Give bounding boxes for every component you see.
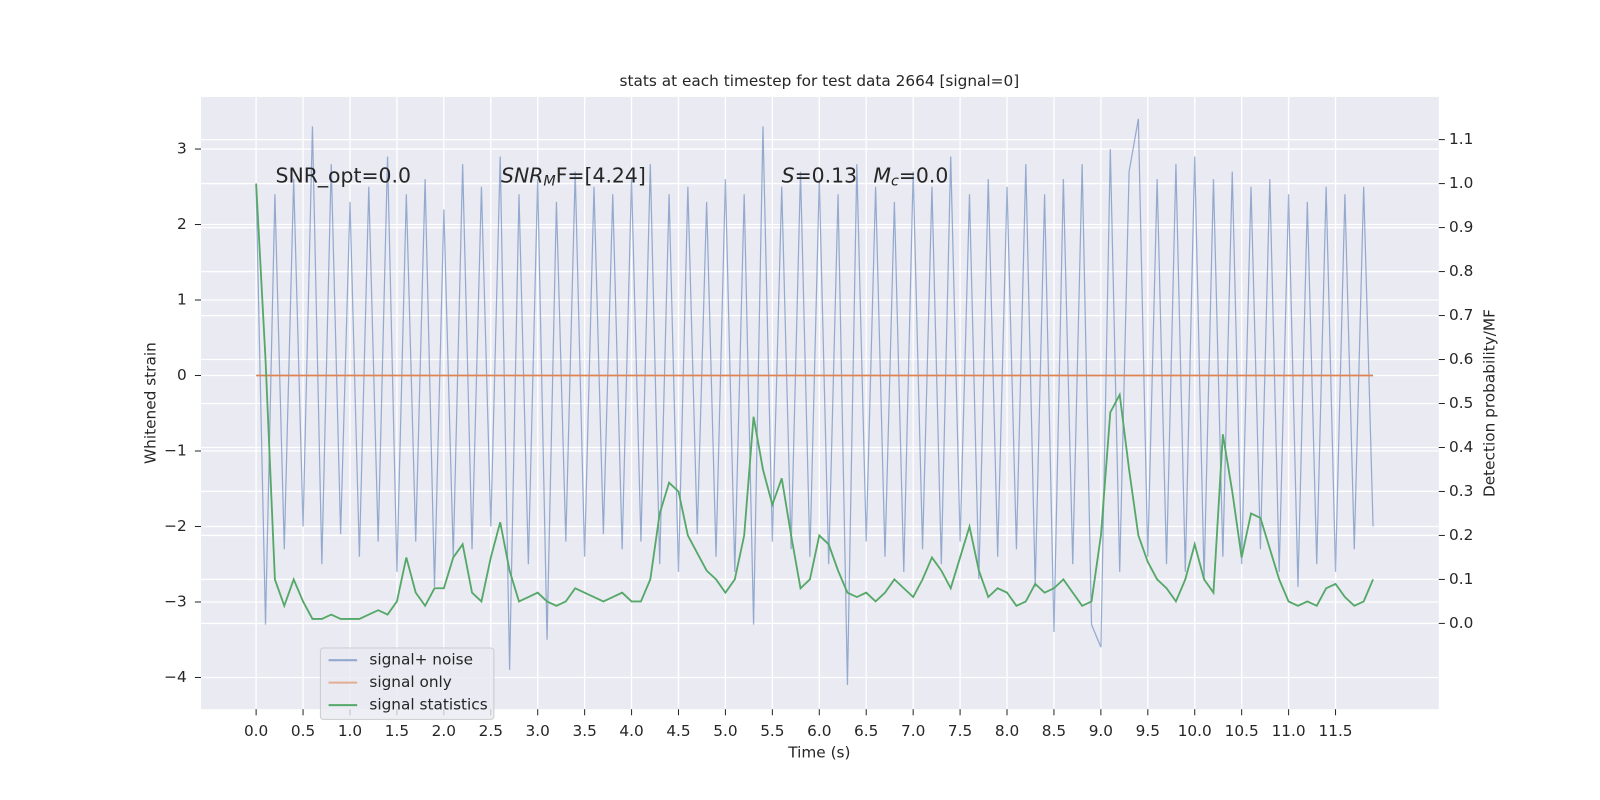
marks [255, 118, 1374, 686]
x-tick-label: 10.0 [1178, 722, 1212, 740]
y2-tick-label: 0.8 [1449, 262, 1473, 280]
x-tick-label: 2.5 [479, 722, 503, 740]
labels: 0.0 0.5 1.0 1.5 2.0 2.5 3.0 3.5 4.0 4.5 5.0 5.5 6.0 6… [164, 130, 1473, 740]
annotation: S=0.13 Mc=0.0 [782, 164, 949, 190]
x-tick-label: 1.0 [338, 722, 362, 740]
annotation: SNR_opt=0.0 [276, 164, 412, 189]
x-tick-label: 3.5 [572, 722, 596, 740]
annotation-part: c [891, 174, 899, 190]
y2-tick-label: 0.0 [1449, 614, 1473, 632]
y2-tick-label: 0.3 [1449, 482, 1473, 500]
y2-tick-label: 0.1 [1449, 570, 1473, 588]
x-tick-label: 8.0 [995, 722, 1019, 740]
annotation-part: F=[4.24] [556, 164, 646, 188]
y2-tick-label: 1.0 [1449, 174, 1473, 192]
legend-label: signal+ noise [369, 651, 473, 669]
x-tick-label: 9.0 [1089, 722, 1113, 740]
y-tick-label: −3 [164, 592, 187, 610]
y-tick-label: −4 [164, 668, 187, 686]
y-tick-label: 0 [177, 366, 187, 384]
x-tick-label: 3.0 [526, 722, 550, 740]
x-tick-label: 4.5 [666, 722, 690, 740]
x-tick-label: 0.5 [291, 722, 315, 740]
series-line [255, 118, 1374, 686]
x-tick-label: 6.0 [807, 722, 831, 740]
x-tick-label: 4.0 [619, 722, 643, 740]
x-tick-label: 6.5 [854, 722, 878, 740]
y2-axis-label: Detection probability/MF [1480, 309, 1498, 497]
annotation-part: SNR_opt=0.0 [276, 164, 412, 189]
annotation-part: =0.13 [795, 164, 858, 188]
y2-tick-label: 0.7 [1449, 306, 1473, 324]
x-tick-label: 0.0 [244, 722, 268, 740]
x-tick-label: 9.5 [1136, 722, 1160, 740]
y-tick-label: 3 [177, 140, 187, 158]
y2-tick-label: 0.5 [1449, 394, 1473, 412]
legend-box [319, 647, 495, 720]
y2-tick-label: 0.6 [1449, 350, 1473, 368]
y-axis-label: Whitened strain [142, 342, 160, 464]
x-tick-label: 5.0 [713, 722, 737, 740]
x-tick-label: 7.5 [948, 722, 972, 740]
x-tick-label: 2.0 [432, 722, 456, 740]
x-tick-label: 8.5 [1042, 722, 1066, 740]
y-tick-label: −1 [164, 441, 187, 459]
y2-tick-label: 0.2 [1449, 526, 1473, 544]
chart-title: stats at each timestep for test data 266… [620, 72, 1020, 90]
x-tick-label: 1.5 [385, 722, 409, 740]
annotation-part: M [873, 164, 891, 188]
series-line [255, 183, 1374, 620]
x-tick-label: 11.5 [1318, 722, 1352, 740]
y-tick-label: 1 [177, 291, 187, 309]
x-tick-label: 7.0 [901, 722, 925, 740]
x-tick-label: 10.5 [1225, 722, 1259, 740]
annotation-part: M [543, 174, 555, 190]
x-tick-label: 5.5 [760, 722, 784, 740]
x-axis-label: Time (s) [787, 744, 850, 762]
legend-label: signal only [369, 673, 451, 691]
x-tick-label: 11.0 [1272, 722, 1306, 740]
y-tick-label: 2 [177, 215, 187, 233]
annotation: SNRMF=[4.24] [501, 164, 646, 190]
y2-tick-label: 1.1 [1449, 130, 1473, 148]
y2-tick-label: 0.4 [1449, 438, 1473, 456]
annotation-part: =0.0 [899, 164, 949, 188]
y-tick-label: −2 [164, 517, 187, 535]
annotation-part: S [782, 164, 795, 188]
legend-label: signal statistics [369, 696, 487, 714]
annotation-part: SNR [501, 164, 543, 188]
y2-tick-label: 0.9 [1449, 218, 1473, 236]
